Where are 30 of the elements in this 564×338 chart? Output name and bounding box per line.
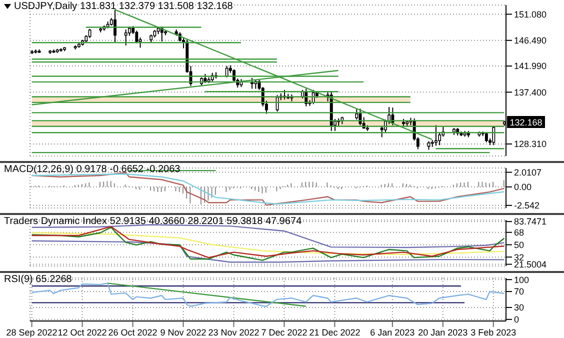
y-tick-label: 50 bbox=[514, 240, 524, 250]
x-tick-label: 20 Jan 2023 bbox=[418, 327, 468, 338]
y-tick-label: 0.00 bbox=[514, 182, 532, 192]
chart-title: RSI(9) 65.2268 bbox=[4, 274, 72, 285]
y-tick-label: 100 bbox=[514, 274, 530, 285]
y-tick-label: 2.0107 bbox=[514, 167, 542, 178]
x-tick-label: 12 Oct 2022 bbox=[58, 327, 107, 338]
x-tick-label: 6 Jan 2023 bbox=[370, 327, 415, 338]
y-tick-label: 70 bbox=[514, 286, 524, 297]
chart-title: Traders Dynamic Index 52.9135 40.3660 28.2201 59.3818 47.9674 bbox=[4, 216, 302, 227]
y-tick-label: 141.990 bbox=[514, 61, 547, 72]
y-tick-label: 128.310 bbox=[514, 139, 547, 150]
y-tick-label: 137.400 bbox=[514, 87, 547, 98]
chart-title: USDJPY,Daily 131.831 132.379 131.508 132.168 bbox=[14, 1, 233, 12]
annotation: 132.168 bbox=[510, 117, 542, 128]
y-tick-label: 83.7471 bbox=[514, 216, 547, 227]
y-tick-label: 68 bbox=[514, 228, 524, 238]
y-tick-label: 151.080 bbox=[514, 9, 547, 20]
y-tick-label: 146.490 bbox=[514, 36, 547, 46]
y-tick-label: -2.542 bbox=[514, 200, 540, 211]
x-tick-label: 7 Dec 2022 bbox=[261, 327, 308, 338]
x-tick-label: 26 Oct 2022 bbox=[108, 327, 158, 338]
x-tick-label: 23 Nov 2022 bbox=[208, 327, 260, 338]
x-tick-label: 9 Nov 2022 bbox=[160, 327, 206, 338]
x-tick-label: 3 Feb 2023 bbox=[470, 327, 516, 338]
y-tick-label: 32 bbox=[514, 252, 524, 262]
x-tick-label: 28 Sep 2022 bbox=[6, 327, 58, 338]
y-tick-label: 0 bbox=[514, 314, 520, 325]
y-tick-label: 30 bbox=[514, 302, 524, 313]
x-tick-label: 21 Dec 2022 bbox=[309, 327, 360, 338]
